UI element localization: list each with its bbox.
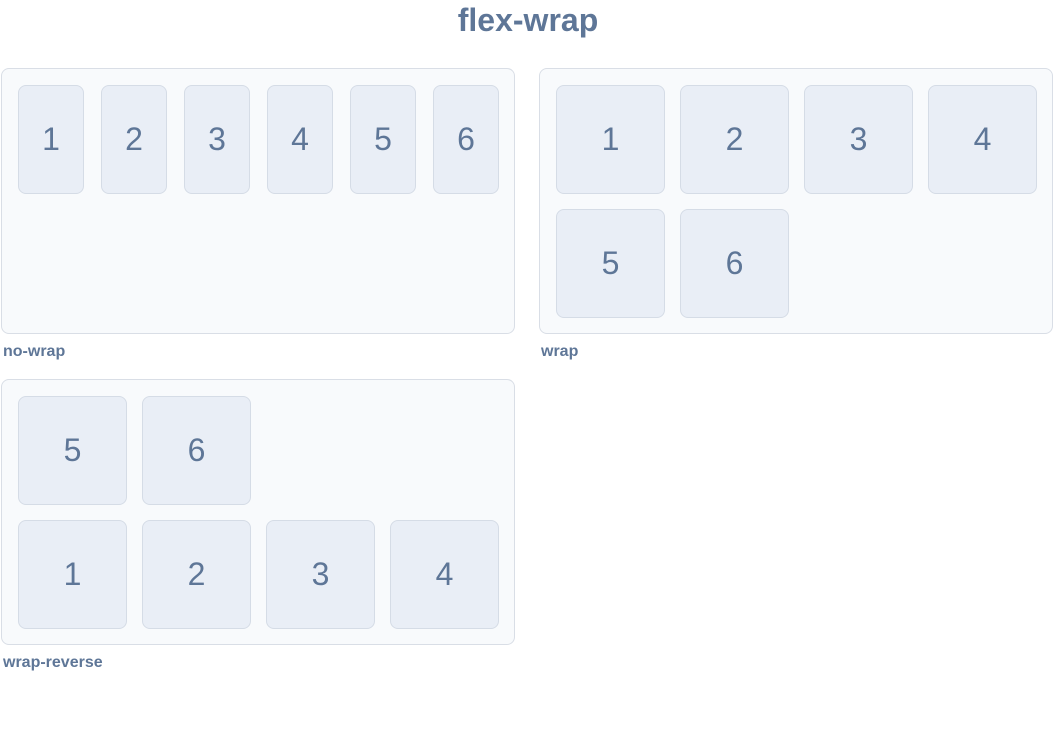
flex-item: 1	[18, 520, 127, 629]
flex-item: 6	[680, 209, 789, 318]
flex-item: 3	[804, 85, 913, 194]
flex-item: 2	[680, 85, 789, 194]
flex-item: 4	[267, 85, 333, 194]
demo-wrap-reverse: 5 6 1 2 3 4 wrap-reverse	[1, 379, 515, 671]
flex-item: 3	[266, 520, 375, 629]
flex-container-wrap-reverse: 5 6 1 2 3 4	[1, 379, 515, 645]
flex-item: 3	[184, 85, 250, 194]
demo-nowrap: 1 2 3 4 5 6 no-wrap	[1, 68, 515, 360]
demo-wrap: 1 2 3 4 5 6 wrap	[539, 68, 1053, 360]
flex-item: 4	[928, 85, 1037, 194]
flex-item: 4	[390, 520, 499, 629]
flex-item: 5	[18, 396, 127, 505]
demo-label-wrap: wrap	[541, 343, 579, 360]
demo-label-nowrap: no-wrap	[3, 343, 66, 360]
flex-container-nowrap: 1 2 3 4 5 6	[1, 68, 515, 334]
flex-item: 6	[142, 396, 251, 505]
demo-label-wrap-reverse: wrap-reverse	[3, 654, 103, 671]
flex-item: 1	[18, 85, 84, 194]
flex-item: 6	[433, 85, 499, 194]
flex-item: 5	[350, 85, 416, 194]
flex-container-wrap: 1 2 3 4 5 6	[539, 68, 1053, 334]
flex-item: 1	[556, 85, 665, 194]
flex-item: 2	[101, 85, 167, 194]
flex-item: 5	[556, 209, 665, 318]
page-title: flex-wrap	[457, 2, 599, 38]
flex-item: 2	[142, 520, 251, 629]
